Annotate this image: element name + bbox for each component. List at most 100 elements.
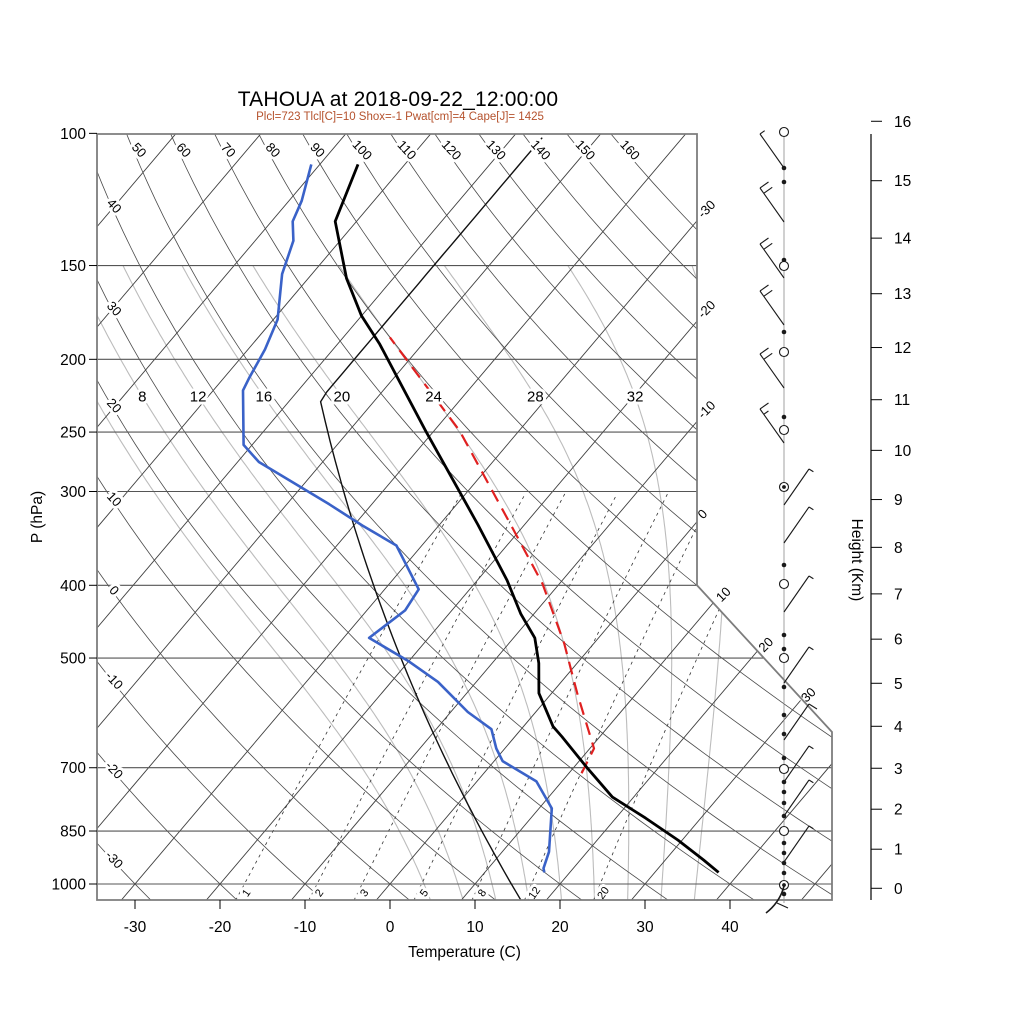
height-tick-label: 5 xyxy=(894,676,903,693)
pressure-tick-label: 850 xyxy=(60,824,86,841)
parcel-curve xyxy=(389,336,596,774)
temperature-tick-label: -30 xyxy=(124,919,147,936)
wind-barb-upper xyxy=(759,130,785,169)
station-dot xyxy=(781,712,787,718)
wind-barb-upper xyxy=(759,237,785,279)
mixing-ratio-label: 1 xyxy=(240,887,253,899)
moist-adiabat-label: 12 xyxy=(190,389,207,406)
level-circle xyxy=(778,126,790,138)
height-tick-label: 3 xyxy=(894,761,903,778)
pressure-tick-label: 200 xyxy=(60,352,86,369)
dry-adiabat-top-label: 100 xyxy=(349,137,375,163)
mixing-ratio-label: 2 xyxy=(313,887,326,899)
level-circle xyxy=(778,424,790,436)
station-dot xyxy=(781,755,787,761)
pressure-tick-label: 250 xyxy=(60,425,86,442)
station-dot xyxy=(781,850,787,856)
pressure-axis-title: P (hPa) xyxy=(29,491,46,543)
chart-subtitle: Plcl=723 Tlcl[C]=10 Shox=-1 Pwat[cm]=4 C… xyxy=(256,111,544,123)
height-tick-label: 1 xyxy=(894,842,903,859)
wind-barb-lower xyxy=(783,745,814,783)
station-dot xyxy=(781,731,787,737)
station-dot xyxy=(781,840,787,846)
dry-adiabat-left-label: -10 xyxy=(102,668,126,692)
pressure-tick-label: 500 xyxy=(60,651,86,668)
height-tick-label: 16 xyxy=(894,114,911,131)
temperature-tick-label: -10 xyxy=(294,919,317,936)
station-dot xyxy=(781,789,787,795)
dry-adiabat-top-label: 50 xyxy=(129,140,150,161)
station-dot xyxy=(781,860,787,866)
wind-barb-lower xyxy=(783,506,814,544)
pressure-tick-label: 100 xyxy=(60,126,86,143)
dry-adiabat-top-label: 140 xyxy=(528,137,554,163)
wind-barb-lower xyxy=(783,468,814,506)
wind-barb-column xyxy=(759,126,818,914)
isotherm-diagonal-label: 30 xyxy=(798,684,819,705)
moist-adiabat-label: 28 xyxy=(527,389,544,406)
isotherm-diagonal-label: 10 xyxy=(713,584,734,605)
moist-adiabat-label: 8 xyxy=(138,389,146,406)
wind-barb-upper xyxy=(759,284,785,326)
station-dot xyxy=(781,684,787,690)
surface-wind-hook xyxy=(765,885,789,914)
height-tick-label: 11 xyxy=(894,392,910,409)
station-dot xyxy=(781,329,787,335)
dry-adiabat-top-label: 160 xyxy=(617,137,643,163)
dry-adiabat-top-label: 90 xyxy=(307,140,328,161)
temperature-axis-title: Temperature (C) xyxy=(408,944,521,961)
height-tick-label: 6 xyxy=(894,632,903,649)
temperature-tick-label: 0 xyxy=(386,919,395,936)
temperature-tick-label: 30 xyxy=(636,919,654,936)
height-tick-label: 9 xyxy=(894,492,903,509)
dry-adiabat-lines xyxy=(97,134,832,900)
wind-barb-lower xyxy=(783,646,814,684)
pressure-tick-label: 700 xyxy=(60,760,86,777)
height-tick-label: 2 xyxy=(894,802,903,819)
mixing-ratio-label: 8 xyxy=(476,887,489,899)
height-tick-label: 4 xyxy=(894,719,903,736)
plot-area-clipped xyxy=(97,134,832,900)
wind-barb-lower xyxy=(783,575,814,613)
height-tick-label: 13 xyxy=(894,286,911,303)
wind-barb-lower xyxy=(783,703,818,741)
mixing-ratio-label: 3 xyxy=(358,887,371,899)
dry-adiabat-top-label: 60 xyxy=(173,140,194,161)
station-dot xyxy=(781,414,787,420)
station-dot xyxy=(781,562,787,568)
station-dot xyxy=(781,891,787,897)
isotherm-right-label: -10 xyxy=(695,398,719,422)
dry-adiabat-left-label: -30 xyxy=(102,848,126,872)
moist-adiabat-label: 16 xyxy=(255,389,272,406)
dewpoint-curve xyxy=(241,164,554,873)
temperature-tick-label: -20 xyxy=(209,919,232,936)
plot-frame xyxy=(96,133,833,901)
wind-barb-upper xyxy=(759,402,785,444)
dry-adiabat-left-label: 40 xyxy=(104,195,125,216)
height-axis-title: Height (Km) xyxy=(848,519,865,602)
level-circle xyxy=(778,346,790,358)
level-circle xyxy=(778,260,790,272)
mixing-ratio-lines xyxy=(235,493,773,900)
wind-barb-lower xyxy=(783,825,814,863)
wind-barb-upper xyxy=(759,347,785,389)
moist-adiabat-label: 24 xyxy=(425,389,442,406)
moist-adiabat-label: 20 xyxy=(334,389,351,406)
temperature-curve xyxy=(333,163,720,874)
height-tick-label: 7 xyxy=(894,586,903,603)
level-circle xyxy=(778,763,790,775)
dry-adiabat-top-label: 120 xyxy=(439,137,465,163)
pressure-tick-label: 1000 xyxy=(52,877,87,894)
wind-barb-lower xyxy=(783,779,814,817)
station-dot xyxy=(781,179,787,185)
level-circle xyxy=(778,825,790,837)
height-tick-label: 12 xyxy=(894,340,911,357)
pressure-tick-label: 150 xyxy=(60,258,86,275)
level-circle xyxy=(778,578,790,590)
height-tick-label: 0 xyxy=(894,881,903,898)
wind-barb-upper xyxy=(759,181,785,223)
station-dot xyxy=(781,632,787,638)
pressure-tick-label: 400 xyxy=(60,578,86,595)
